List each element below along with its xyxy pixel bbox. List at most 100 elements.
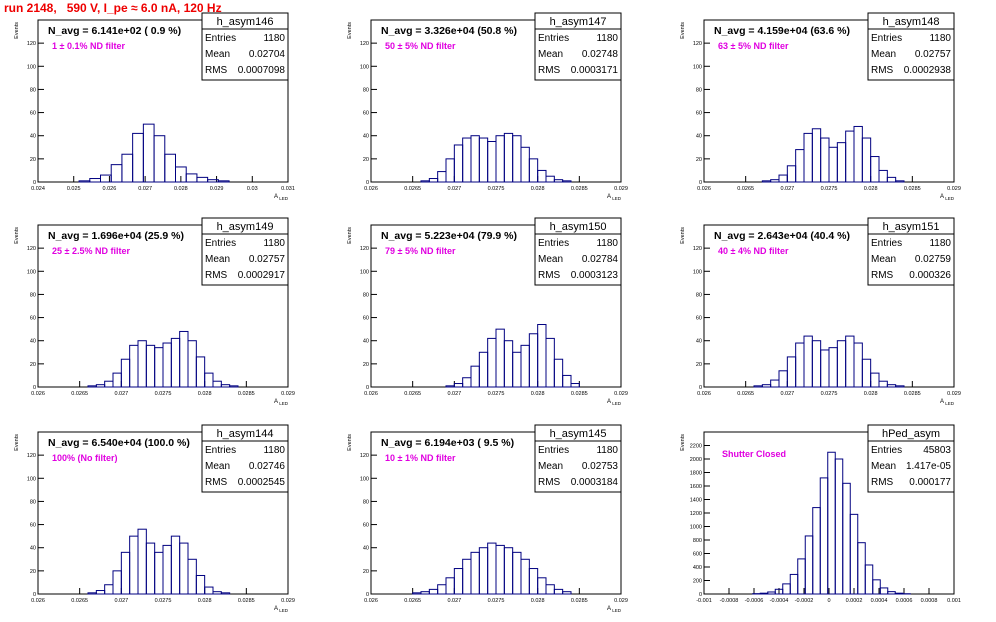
- x-tick-label: 0.0285: [238, 598, 255, 604]
- histogram-bar: [861, 358, 872, 388]
- histogram-bar: [154, 347, 164, 388]
- histogram-bar: [187, 340, 197, 388]
- filter-label: 63 ± 5% ND filter: [718, 41, 789, 51]
- histogram-bar: [753, 385, 763, 388]
- mean-value: 0.02784: [582, 254, 619, 265]
- y-tick-label: 20: [363, 569, 369, 575]
- x-axis-label-subscript: LED: [944, 401, 955, 406]
- y-axis-label: Events: [347, 434, 353, 451]
- x-tick-label: 0.029: [281, 391, 295, 397]
- histogram-bar: [217, 180, 230, 183]
- x-tick-label: 0.031: [281, 186, 295, 192]
- y-tick-label: 60: [30, 111, 36, 117]
- histogram-bar: [187, 558, 197, 595]
- histogram-bar: [782, 583, 791, 595]
- navg-label: N_avg = 2.643e+04 (40.4 %): [714, 230, 850, 242]
- rms-label: RMS: [205, 477, 228, 488]
- histogram-bar: [887, 591, 896, 595]
- histogram-bar: [132, 132, 144, 183]
- x-tick-label: 0.028: [864, 186, 878, 192]
- histogram-bar: [104, 380, 114, 388]
- x-axis-label-subscript: LED: [278, 196, 289, 201]
- x-tick-label: 0.0275: [488, 186, 505, 192]
- y-tick-label: 60: [30, 523, 36, 529]
- histogram-bar: [162, 342, 172, 388]
- x-tick-label: 0.027: [780, 391, 794, 397]
- y-tick-label: 80: [363, 87, 369, 93]
- entries-value: 1180: [263, 445, 285, 456]
- histogram-bar: [470, 365, 480, 388]
- histogram-bar: [478, 137, 489, 183]
- y-axis-label: Events: [680, 227, 686, 244]
- histogram-bar: [553, 179, 564, 183]
- x-axis-label: A LED: [274, 194, 289, 201]
- histogram-bar: [420, 591, 430, 595]
- rms-label: RMS: [205, 65, 228, 76]
- histogram-bar: [153, 135, 166, 183]
- y-tick-label: 60: [696, 316, 702, 322]
- histogram-bar: [836, 340, 847, 388]
- histogram-name: hPed_asym: [882, 428, 940, 440]
- histogram-bar: [861, 137, 872, 183]
- mean-value: 0.02746: [249, 461, 286, 472]
- y-tick-label: 100: [693, 269, 702, 275]
- histogram-bar: [761, 384, 772, 388]
- histogram-panel: 0 20 40 60 80 100 120 0.026 0.0265 0.027 0.0275 0.0…: [14, 217, 295, 406]
- y-tick-label: 20: [30, 569, 36, 575]
- navg-box: [42, 227, 198, 242]
- x-tick-label: 0: [827, 598, 830, 604]
- histogram-bar: [828, 347, 838, 388]
- y-tick-label: 100: [360, 269, 369, 275]
- rms-label: RMS: [538, 477, 561, 488]
- entries-label: Entries: [205, 33, 236, 44]
- x-tick-label: 0.029: [614, 598, 628, 604]
- y-tick-label: 60: [30, 316, 36, 322]
- y-tick-label: 40: [363, 546, 369, 552]
- histogram-bar: [512, 551, 522, 595]
- navg-label: N_avg = 6.141e+02 ( 0.9 %): [48, 25, 181, 37]
- y-tick-label: 100: [27, 269, 36, 275]
- y-axis-label: Events: [14, 227, 20, 244]
- histogram-bar: [872, 579, 881, 595]
- histogram-bar: [553, 358, 564, 388]
- y-tick-label: 400: [693, 565, 702, 571]
- histogram-bar: [478, 351, 489, 388]
- rms-label: RMS: [871, 477, 894, 488]
- y-axis-label: Events: [680, 434, 686, 451]
- histogram-bar: [145, 542, 156, 595]
- y-tick-label: 40: [30, 546, 36, 552]
- histogram-bar: [462, 137, 472, 183]
- histogram-bar: [820, 137, 830, 183]
- mean-value: 0.02704: [249, 49, 286, 60]
- y-tick-label: 80: [363, 499, 369, 505]
- histogram-bar: [478, 547, 489, 595]
- histogram-bar: [470, 135, 480, 183]
- histogram-bar: [803, 132, 813, 183]
- x-tick-label: 0.0265: [737, 186, 754, 192]
- y-tick-label: 80: [363, 292, 369, 298]
- histogram-bar: [886, 176, 897, 183]
- mean-label: Mean: [538, 254, 563, 265]
- x-tick-label: 0.0285: [904, 186, 921, 192]
- histogram-bar: [828, 146, 838, 183]
- navg-box: [375, 227, 531, 242]
- x-tick-label: 0.025: [67, 186, 81, 192]
- stats-box: [534, 424, 622, 493]
- x-tick-label: 0.0275: [821, 186, 838, 192]
- y-tick-label: 40: [363, 339, 369, 345]
- histogram-bar: [445, 158, 455, 183]
- stats-box: [534, 217, 622, 286]
- y-tick-label: 1000: [690, 525, 702, 531]
- y-tick-label: 100: [360, 476, 369, 482]
- x-tick-label: -0.0004: [770, 598, 789, 604]
- x-tick-label: 0.027: [447, 598, 461, 604]
- histogram-bar: [520, 344, 530, 388]
- histogram-bar: [196, 176, 209, 183]
- stats-box: [534, 12, 622, 81]
- histogram-bar: [795, 149, 805, 183]
- y-tick-label: 120: [27, 453, 36, 459]
- navg-box: [375, 434, 531, 449]
- histogram-bar: [495, 328, 505, 388]
- y-tick-label: 1800: [690, 471, 702, 477]
- navg-label: N_avg = 4.159e+04 (63.6 %): [714, 25, 850, 37]
